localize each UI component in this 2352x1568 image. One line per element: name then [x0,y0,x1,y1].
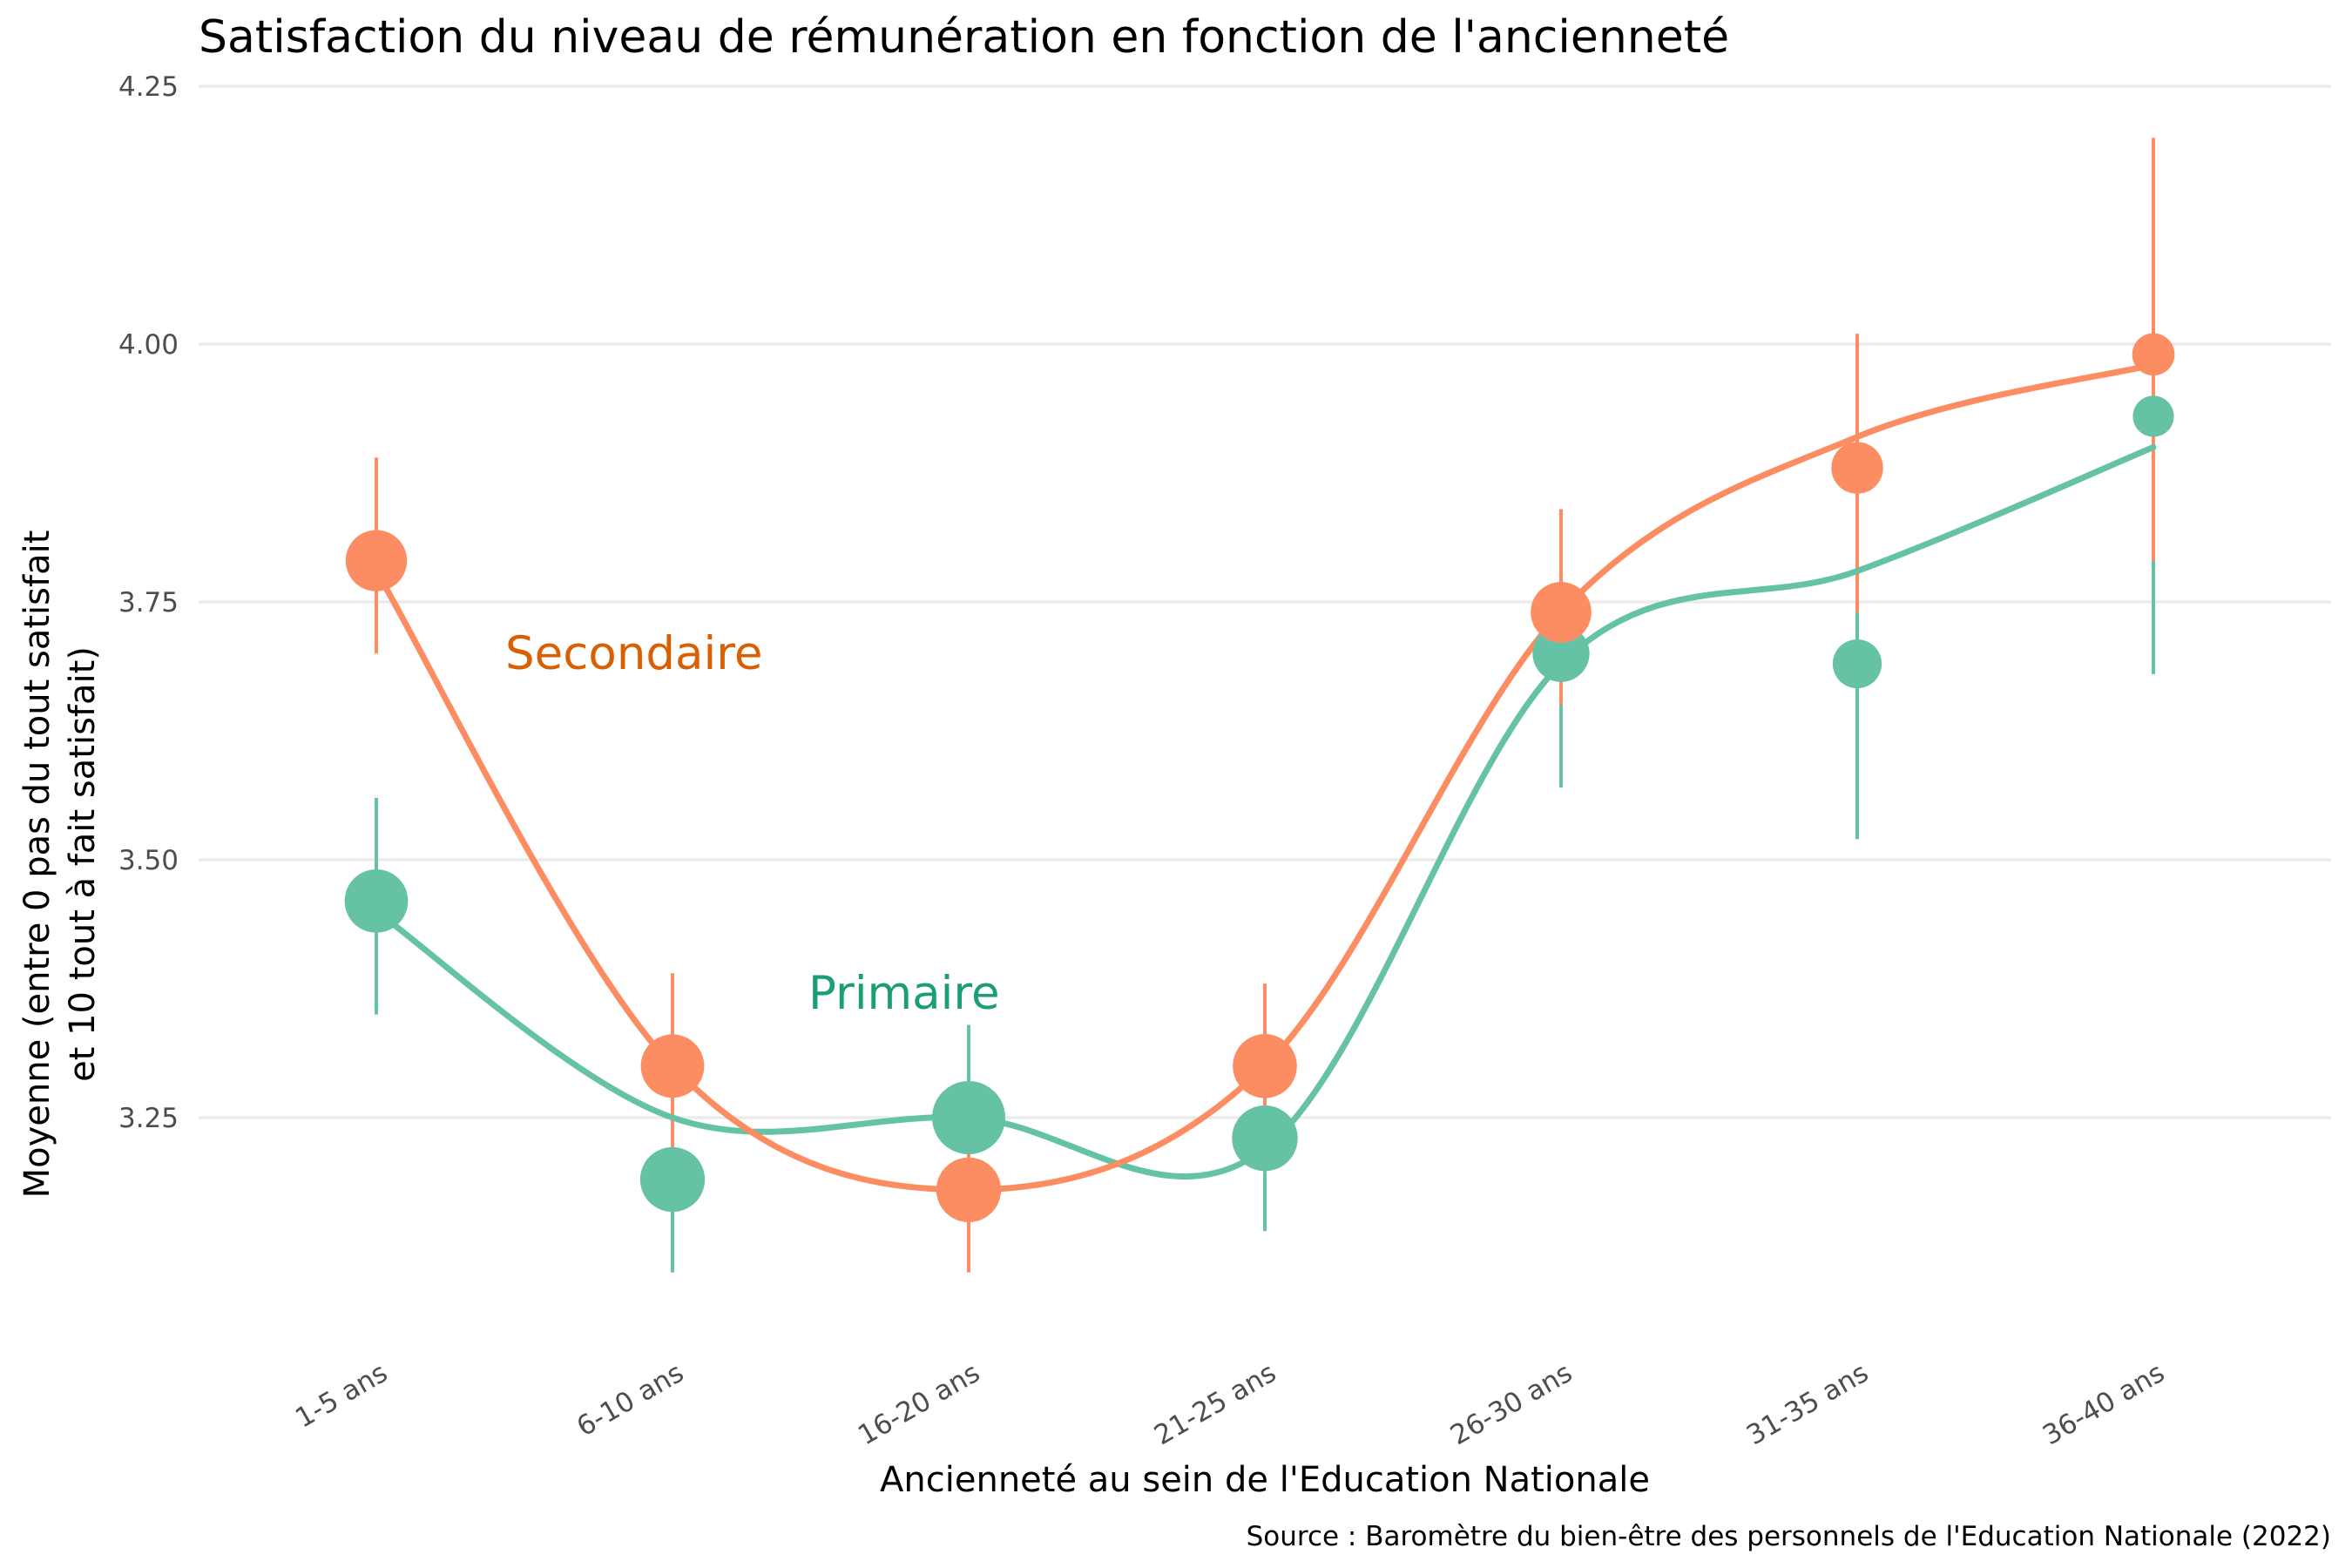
y-tick-label: 4.00 [118,329,179,361]
x-tick-label: 31-35 ans [1741,1357,1874,1452]
x-tick-label: 6-10 ans [571,1357,689,1443]
y-axis-label: Moyenne (entre 0 pas du tout satisfait e… [17,531,103,1199]
series-labels: Secondaire Primaire [505,627,1000,1020]
data-point-secondaire [1831,442,1883,494]
data-point-primaire [639,1146,706,1213]
caption: Source : Baromètre du bien-être des pers… [1247,1521,2331,1552]
x-tick-label: 16-20 ans [853,1357,985,1452]
x-tick-label: 1-5 ans [290,1357,393,1435]
y-axis-label-line-2: et 10 tout à fait satisfait) [63,646,103,1082]
data-point-secondaire [936,1157,1002,1223]
data-point-primaire [1832,639,1882,689]
data-point-secondaire [345,530,408,591]
data-points [344,333,2175,1223]
data-point-secondaire [2132,333,2175,376]
x-axis-label: Ancienneté au sein de l'Education Nation… [880,1460,1650,1500]
series-label-primaire: Primaire [808,967,1000,1020]
y-tick-labels: 3.25 3.50 3.75 4.00 4.25 [118,71,179,1134]
data-point-secondaire [640,1034,705,1098]
y-tick-label: 3.75 [118,587,179,618]
data-point-primaire [932,1081,1005,1154]
data-point-secondaire [1233,1034,1297,1098]
y-axis-label-line-1: Moyenne (entre 0 pas du tout satisfait [17,531,57,1199]
y-tick-label: 3.25 [118,1103,179,1134]
y-tick-label: 3.50 [118,845,179,876]
x-tick-label: 21-25 ans [1149,1357,1281,1452]
x-tick-label: 26-30 ans [1445,1357,1578,1452]
grid-lines [199,84,2331,1119]
series-label-secondaire: Secondaire [505,627,763,680]
data-point-secondaire [1531,582,1592,643]
data-point-primaire [1232,1105,1298,1172]
data-point-primaire [1532,625,1590,682]
data-point-primaire [344,868,409,933]
y-tick-label: 4.25 [118,71,179,103]
chart-title: Satisfaction du niveau de rémunération e… [199,11,1729,64]
x-tick-label: 36-40 ans [2038,1357,2170,1452]
x-tick-labels: 1-5 ans 6-10 ans 16-20 ans 21-25 ans 26-30 a… [290,1357,2170,1452]
data-point-primaire [2132,395,2174,437]
